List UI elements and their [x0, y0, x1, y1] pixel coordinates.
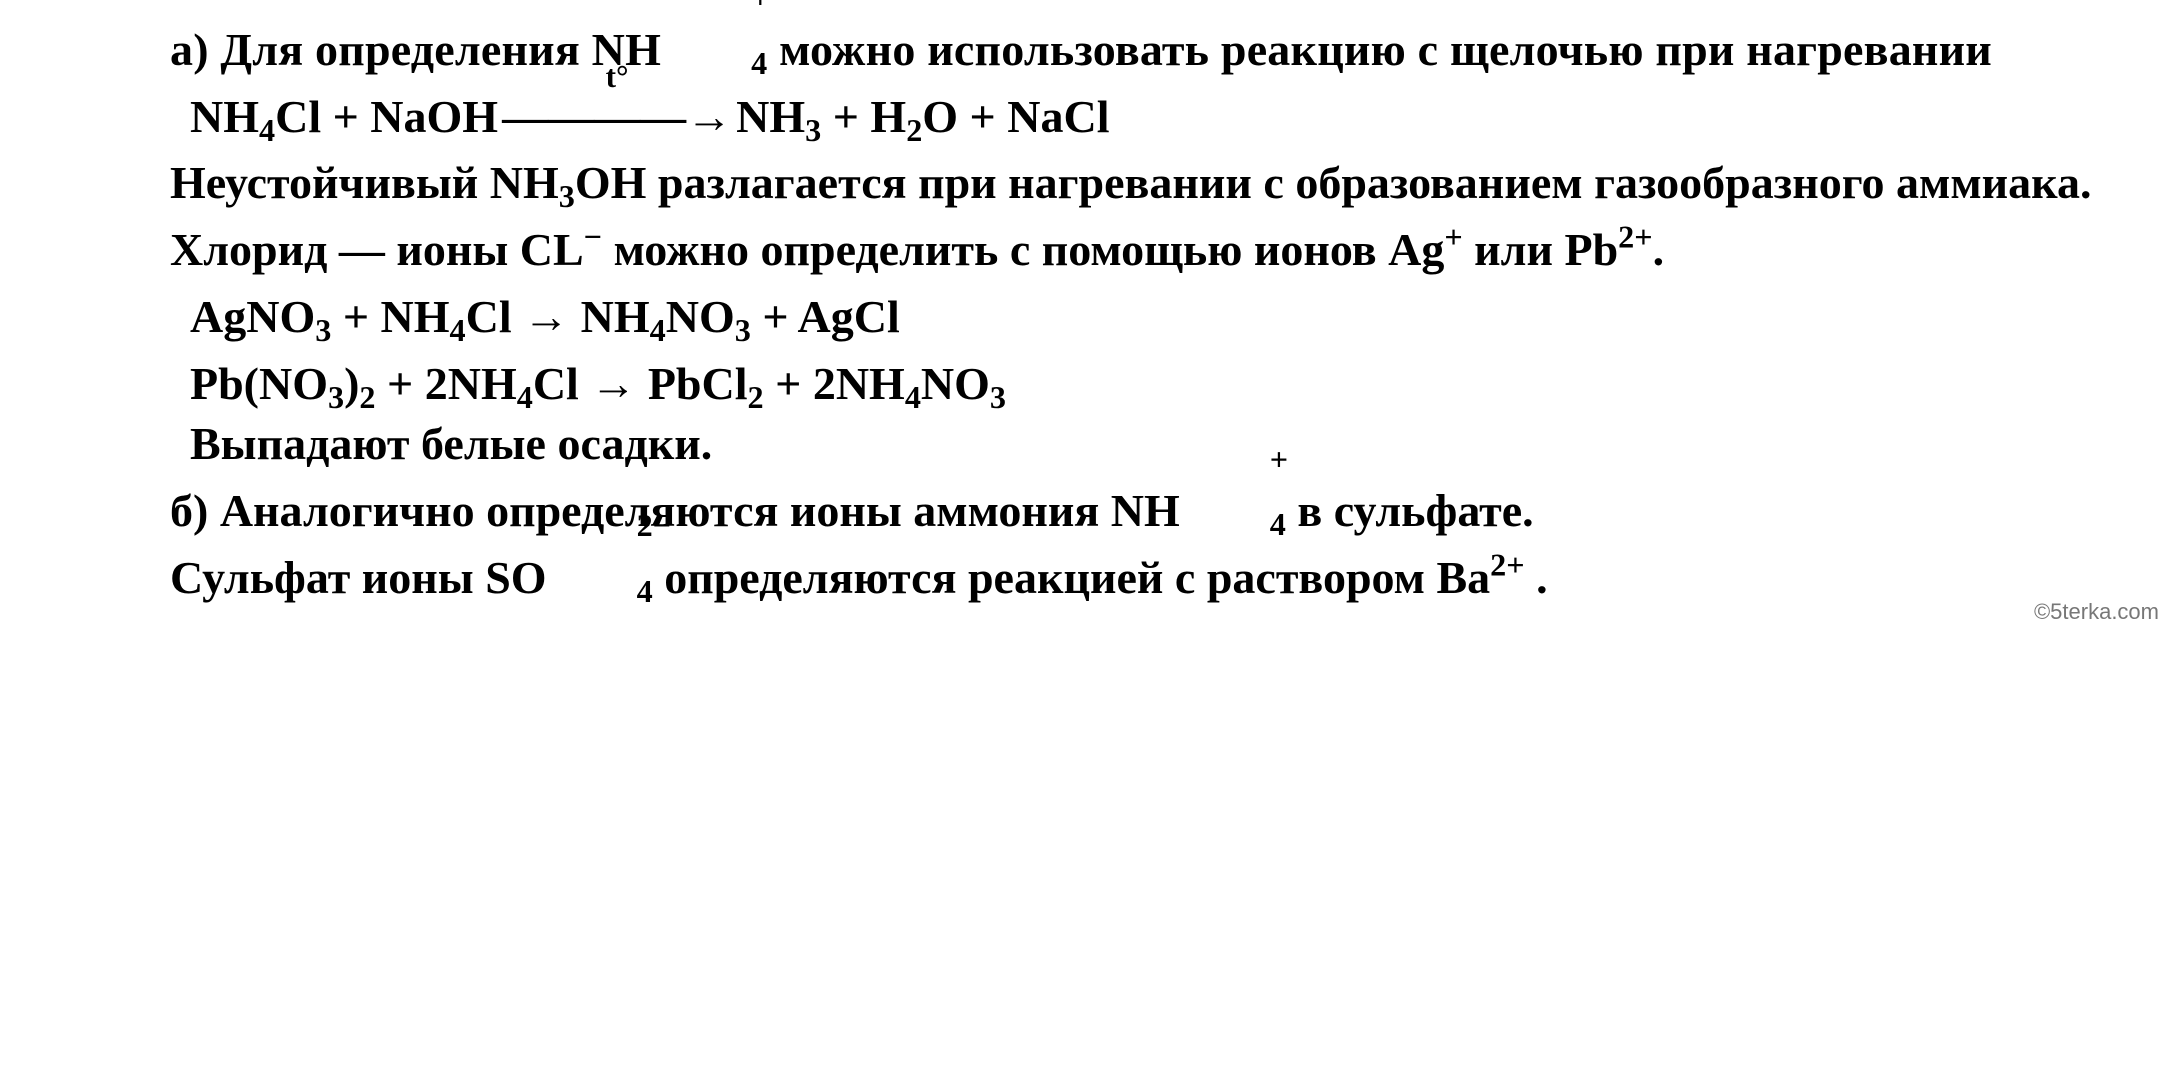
text: Cl → NH [466, 291, 650, 342]
text: Неустойчивый NH [170, 157, 559, 208]
text: . [1525, 552, 1548, 603]
paragraph-2: Неустойчивый NH3OH разлагается при нагре… [80, 153, 2111, 214]
subscript: 2 [359, 379, 375, 415]
subscript: 4 [1270, 506, 1286, 542]
text: можно использовать реакцию с щелочью при… [767, 24, 1992, 75]
subscript: 4 [450, 312, 466, 348]
subscript: 4 [751, 45, 767, 81]
text: NH [1111, 485, 1180, 536]
text: + 2NH [376, 358, 517, 409]
arrow-glyph: ————→ [502, 91, 732, 142]
text: + NH [331, 291, 449, 342]
text: + 2NH [764, 358, 905, 409]
text: OH разлагается при нагревании с образова… [575, 157, 2092, 208]
subscript: 3 [315, 312, 331, 348]
text: NH [190, 91, 259, 142]
subscript: 3 [328, 379, 344, 415]
subscript: 4 [905, 379, 921, 415]
subscript: 3 [559, 178, 575, 214]
superscript: − [584, 218, 602, 254]
sub-sup-stack: +4 [1180, 481, 1286, 542]
watermark: ©5terka.com [2034, 597, 2159, 626]
text: O + NaCl [922, 91, 1109, 142]
subscript: 3 [805, 112, 821, 148]
equation-1: NH4Cl + NaOHt°————→NH3 + H2O + NaCl [80, 87, 2111, 148]
text: NO [921, 358, 990, 409]
paragraph-b: б) Аналогично определяются ионы аммония … [80, 481, 2111, 542]
text: Выпадают белые осадки. [190, 418, 712, 469]
text: можно определить с помощью ионов Ag [602, 224, 1444, 275]
equation-2: AgNO3 + NH4Cl → NH4NO3 + AgCl [80, 287, 2111, 348]
text: определяются реакцией с раствором Ва [653, 552, 1490, 603]
superscript: 2+ [1490, 546, 1524, 582]
text: Cl → PbCl [533, 358, 748, 409]
text: + AgCl [751, 291, 900, 342]
text: Cl + NaOH [275, 91, 498, 142]
text: NH [736, 91, 805, 142]
subscript: 2 [748, 379, 764, 415]
equation-3: Pb(NO3)2 + 2NH4Cl → PbCl2 + 2NH4NO3 [80, 354, 2111, 415]
subscript: 4 [637, 573, 653, 609]
sub-sup-stack: 2−4 [547, 548, 653, 609]
subscript: 3 [735, 312, 751, 348]
reaction-arrow: t°————→ [498, 87, 736, 148]
subscript: 4 [517, 379, 533, 415]
superscript: + [1444, 218, 1462, 254]
paragraph-3: Хлорид — ионы CL− можно определить с пом… [80, 220, 2111, 281]
paragraph-6: Сульфат ионы SO2−4 определяются реакцией… [80, 548, 2111, 609]
document-page: а) Для определения NH+4 можно использова… [0, 0, 2171, 634]
subscript: 4 [650, 312, 666, 348]
sub-sup-stack: +4 [661, 20, 767, 81]
subscript: 4 [259, 112, 275, 148]
text: . [1653, 224, 1665, 275]
text: ) [344, 358, 359, 409]
subscript: 3 [990, 379, 1006, 415]
text: или Pb [1463, 224, 1619, 275]
text: Pb(NO [190, 358, 328, 409]
paragraph-a: а) Для определения NH+4 можно использова… [80, 20, 2111, 81]
text: Сульфат ионы SO [170, 552, 547, 603]
text: + H [821, 91, 906, 142]
paragraph-4: Выпадают белые осадки. [80, 414, 2111, 475]
formula-nh4-plus: NH+4 [1111, 485, 1286, 536]
text: Хлорид — ионы CL [170, 224, 584, 275]
text: в сульфате. [1286, 485, 1534, 536]
text: AgNO [190, 291, 315, 342]
subscript: 2 [906, 112, 922, 148]
text: а) Для определения [170, 24, 592, 75]
text: NO [666, 291, 735, 342]
superscript: 2+ [1618, 218, 1652, 254]
